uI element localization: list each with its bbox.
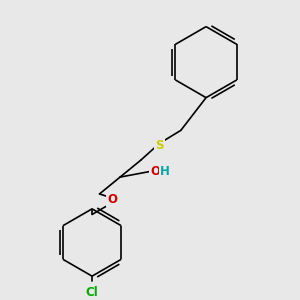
Text: H: H bbox=[160, 165, 170, 178]
Text: O: O bbox=[108, 193, 118, 206]
Text: O: O bbox=[151, 165, 160, 178]
Text: Cl: Cl bbox=[86, 286, 98, 299]
Text: S: S bbox=[155, 139, 164, 152]
